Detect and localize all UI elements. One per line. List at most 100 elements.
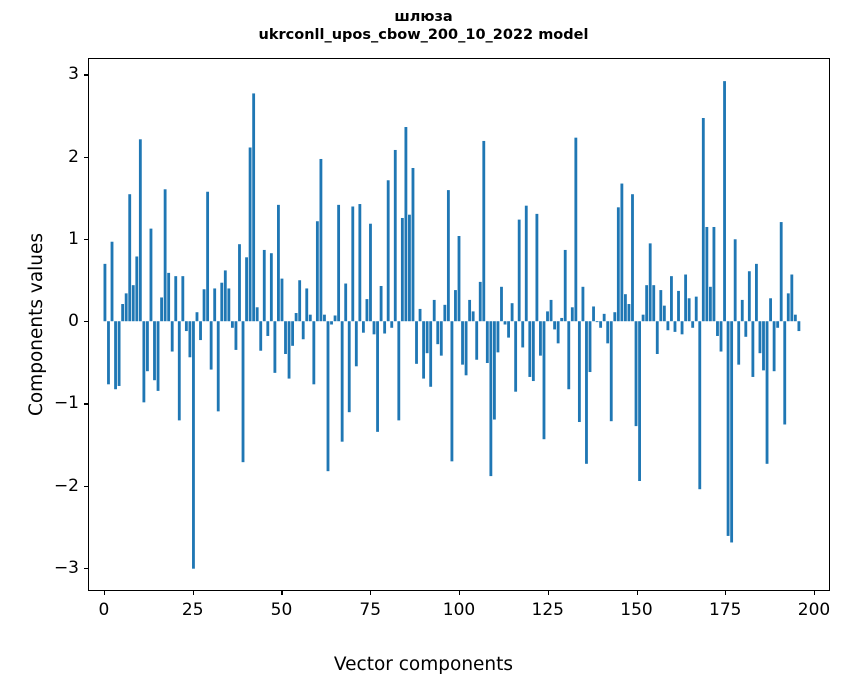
bar	[793, 314, 797, 322]
bar	[195, 312, 199, 322]
bar	[160, 297, 163, 322]
bar	[411, 167, 415, 322]
x-tick-mark	[547, 591, 549, 596]
bar	[755, 263, 758, 322]
bar	[199, 321, 202, 341]
bar	[507, 321, 510, 338]
x-tick-mark	[636, 591, 638, 596]
bar	[234, 321, 238, 350]
bar	[230, 321, 234, 328]
bar	[280, 278, 284, 322]
bar	[142, 321, 146, 403]
bar	[570, 307, 574, 322]
bar	[648, 243, 652, 322]
bar-series	[103, 81, 801, 569]
bar	[213, 288, 217, 322]
bar	[206, 191, 210, 322]
bar	[737, 321, 741, 365]
bar	[652, 285, 656, 322]
bar	[517, 219, 521, 322]
bar	[400, 217, 404, 322]
bar	[730, 321, 734, 543]
bar	[390, 321, 394, 328]
bar	[457, 236, 461, 322]
bar	[262, 249, 266, 322]
bar	[496, 321, 500, 353]
y-tick-mark	[83, 485, 88, 487]
bar	[301, 321, 305, 340]
bar	[163, 189, 167, 322]
bar	[294, 313, 298, 322]
bar	[786, 293, 790, 322]
bar	[723, 81, 726, 322]
bar	[691, 321, 695, 328]
y-axis-label: Components values	[26, 232, 48, 417]
bar	[167, 272, 171, 322]
bar	[684, 274, 688, 322]
bar	[606, 321, 610, 344]
bar	[631, 194, 634, 322]
x-tick-label: 75	[359, 600, 382, 620]
x-tick-label: 0	[98, 600, 110, 620]
bar	[135, 256, 139, 322]
bar	[248, 147, 252, 322]
bar	[351, 206, 355, 322]
bar	[762, 321, 765, 371]
plot-axes	[88, 58, 830, 591]
bar	[393, 149, 397, 322]
bar	[436, 321, 440, 345]
bar	[128, 194, 132, 322]
bar	[181, 276, 185, 322]
bar	[510, 303, 514, 322]
bar	[216, 321, 220, 412]
bar	[238, 244, 241, 322]
y-tick-label: 2	[68, 146, 79, 167]
bar	[531, 321, 535, 382]
bar	[680, 321, 684, 335]
bar	[687, 298, 691, 322]
y-tick-label: −1	[53, 393, 79, 414]
bar	[305, 288, 309, 322]
y-tick-mark	[83, 403, 88, 405]
y-tick-label: −3	[53, 557, 79, 578]
bar	[708, 286, 712, 322]
bar	[277, 204, 280, 322]
bar	[223, 270, 227, 322]
x-tick-label: 125	[531, 600, 564, 620]
bar	[408, 214, 411, 322]
bar	[719, 321, 723, 352]
bar	[312, 321, 316, 385]
bar	[291, 321, 295, 346]
bar	[712, 226, 716, 322]
bar	[319, 158, 323, 322]
bar	[330, 321, 333, 325]
x-axis-label: Vector components	[333, 654, 514, 675]
bar	[266, 321, 270, 336]
bar	[131, 285, 135, 322]
bar	[361, 321, 365, 333]
bar	[581, 286, 585, 322]
bar	[634, 321, 638, 427]
bar	[740, 299, 744, 322]
bar	[694, 296, 698, 322]
bar	[259, 321, 263, 351]
x-tick-mark	[103, 591, 106, 596]
bar	[425, 321, 429, 354]
bar	[549, 299, 553, 322]
bar	[468, 299, 472, 322]
bar	[245, 257, 248, 322]
bar	[415, 321, 418, 364]
bar	[117, 321, 121, 386]
bar	[758, 321, 762, 354]
bar	[701, 117, 705, 322]
bar	[616, 207, 620, 322]
x-tick-label: 150	[620, 600, 653, 620]
bar	[535, 213, 539, 322]
bar	[524, 205, 528, 322]
bar	[772, 321, 776, 372]
bar	[446, 190, 450, 322]
bar	[121, 304, 125, 322]
bar	[539, 321, 542, 356]
bar	[298, 280, 302, 322]
bar	[489, 321, 493, 477]
